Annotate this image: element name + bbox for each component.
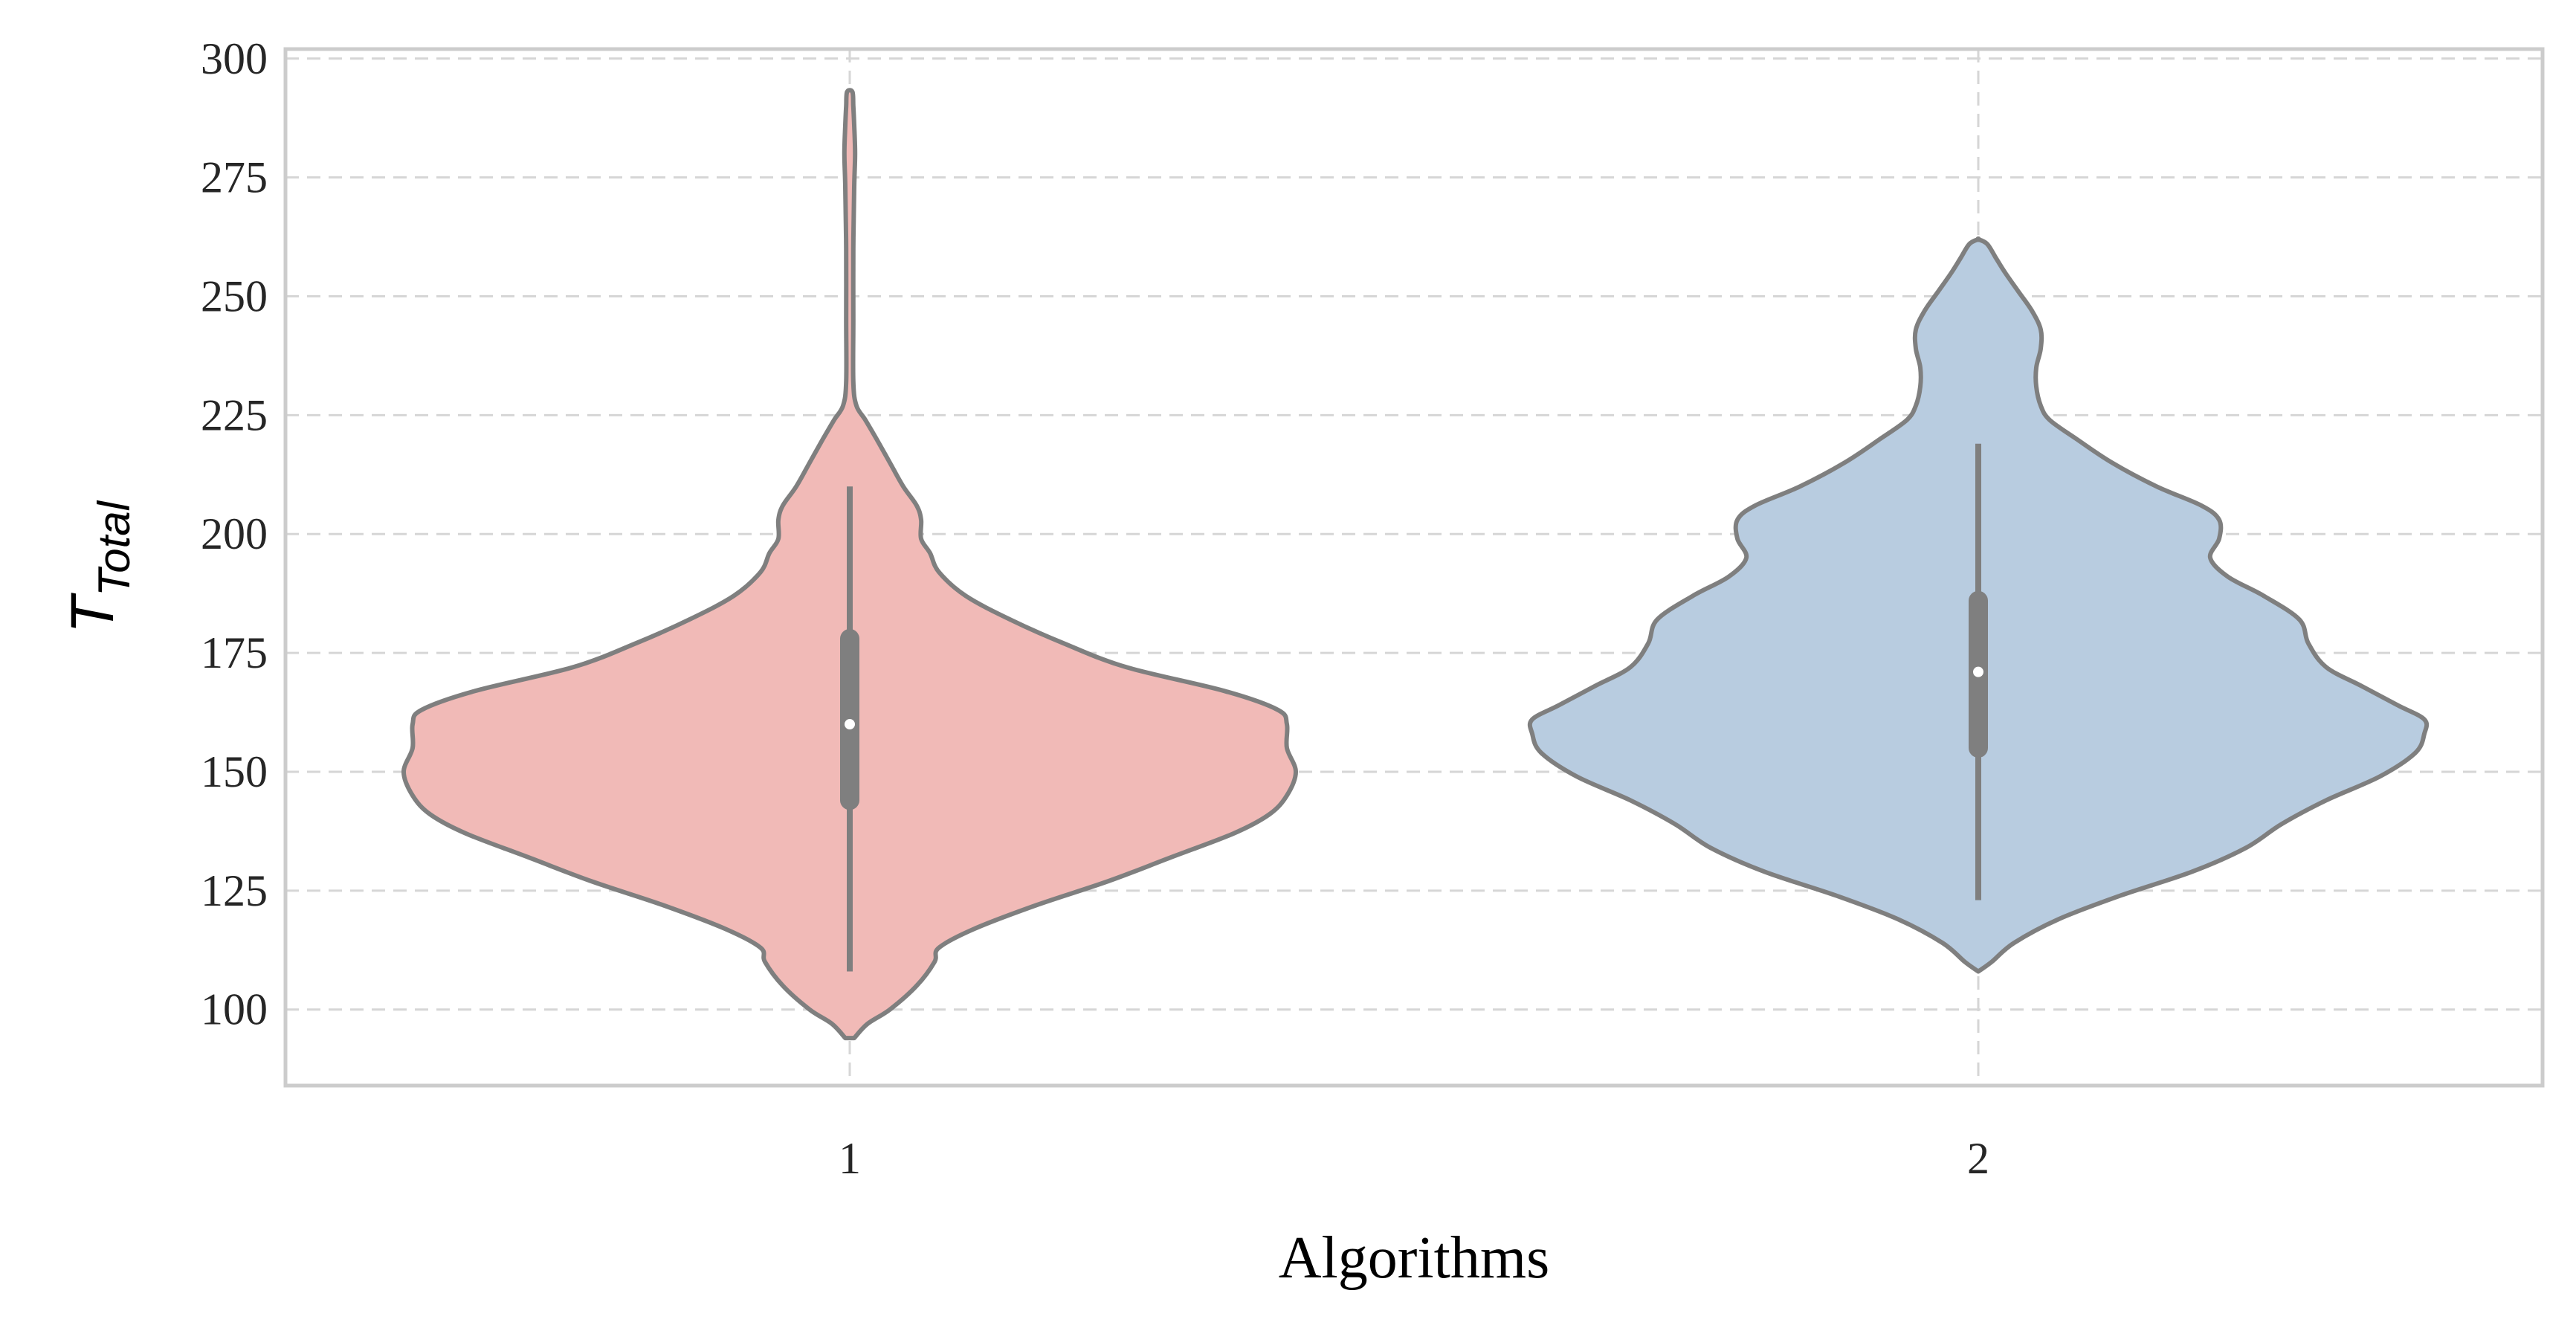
y-tick-label-225: 225 [201, 390, 268, 439]
y-axis-title-subscript: Total [89, 500, 139, 596]
y-axis-ticks: 100 125 150 175 200 225 250 275 300 [201, 34, 268, 1034]
median-dot-1 [845, 719, 855, 730]
x-tick-label-1: 1 [839, 1134, 861, 1183]
y-tick-label-275: 275 [201, 153, 268, 202]
y-tick-label-175: 175 [201, 628, 268, 677]
y-tick-label-250: 250 [201, 272, 268, 321]
plot-frame [283, 47, 2545, 1088]
median-dot-2 [1973, 666, 1983, 677]
violin-layer [401, 88, 2430, 1041]
y-tick-label-300: 300 [201, 34, 268, 83]
y-tick-label-200: 200 [201, 509, 268, 558]
x-tick-label-2: 2 [1967, 1134, 1989, 1183]
y-axis-title-main: T [59, 593, 126, 634]
y-tick-label-100: 100 [201, 985, 268, 1034]
y-tick-label-125: 125 [201, 866, 268, 915]
y-tick-label-150: 150 [201, 747, 268, 796]
y-axis-title: TTotal [59, 500, 139, 634]
x-axis-title: Algorithms [1279, 1225, 1549, 1291]
